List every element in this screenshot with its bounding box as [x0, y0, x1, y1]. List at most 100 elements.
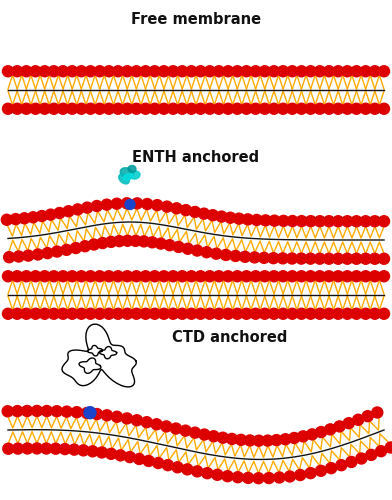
Circle shape	[326, 462, 337, 473]
Circle shape	[167, 308, 179, 320]
Circle shape	[84, 406, 96, 418]
Circle shape	[67, 66, 78, 76]
Circle shape	[23, 250, 34, 261]
Circle shape	[12, 308, 23, 320]
Circle shape	[213, 308, 225, 320]
Circle shape	[314, 66, 325, 76]
Circle shape	[182, 464, 193, 475]
Circle shape	[259, 66, 270, 76]
Circle shape	[213, 66, 225, 76]
Circle shape	[314, 271, 325, 282]
Circle shape	[222, 470, 233, 482]
Circle shape	[277, 253, 288, 264]
Circle shape	[3, 443, 14, 454]
Circle shape	[195, 104, 206, 115]
Circle shape	[278, 216, 289, 226]
Circle shape	[213, 271, 225, 282]
Circle shape	[134, 454, 145, 464]
Circle shape	[91, 408, 102, 420]
Circle shape	[102, 410, 113, 421]
Circle shape	[323, 271, 334, 282]
Circle shape	[61, 244, 72, 256]
Circle shape	[167, 271, 179, 282]
Circle shape	[151, 419, 162, 430]
Circle shape	[360, 253, 371, 264]
Circle shape	[21, 66, 32, 76]
Circle shape	[376, 446, 387, 456]
Circle shape	[30, 271, 41, 282]
Circle shape	[271, 434, 282, 446]
Circle shape	[172, 462, 183, 473]
Circle shape	[96, 447, 107, 458]
Circle shape	[113, 308, 123, 320]
Circle shape	[379, 66, 390, 76]
Circle shape	[314, 104, 325, 115]
Circle shape	[76, 104, 87, 115]
Circle shape	[85, 308, 96, 320]
Circle shape	[78, 445, 89, 456]
Circle shape	[103, 104, 114, 115]
Circle shape	[296, 104, 307, 115]
Circle shape	[67, 308, 78, 320]
Circle shape	[269, 104, 279, 115]
Circle shape	[351, 308, 362, 320]
Circle shape	[298, 431, 309, 442]
Circle shape	[333, 253, 344, 264]
Circle shape	[232, 66, 243, 76]
Circle shape	[296, 66, 307, 76]
Circle shape	[94, 66, 105, 76]
Circle shape	[323, 66, 334, 76]
Circle shape	[259, 271, 270, 282]
Circle shape	[360, 104, 371, 115]
Circle shape	[177, 308, 188, 320]
Circle shape	[333, 66, 344, 76]
Circle shape	[61, 406, 72, 417]
Circle shape	[296, 216, 307, 226]
Circle shape	[208, 430, 219, 442]
Circle shape	[158, 271, 169, 282]
Circle shape	[259, 252, 270, 264]
Circle shape	[369, 216, 380, 226]
Circle shape	[232, 308, 243, 320]
Circle shape	[82, 202, 93, 213]
Circle shape	[379, 308, 390, 320]
Circle shape	[71, 406, 82, 418]
Circle shape	[39, 104, 50, 115]
Circle shape	[195, 308, 206, 320]
Circle shape	[2, 271, 13, 282]
Circle shape	[87, 446, 98, 457]
Circle shape	[241, 104, 252, 115]
Circle shape	[342, 216, 353, 226]
Circle shape	[58, 66, 69, 76]
Circle shape	[131, 308, 142, 320]
Circle shape	[2, 104, 13, 115]
Circle shape	[36, 210, 47, 222]
Circle shape	[76, 66, 87, 76]
Circle shape	[54, 208, 65, 218]
Circle shape	[223, 66, 234, 76]
Circle shape	[360, 271, 371, 282]
Circle shape	[22, 443, 33, 454]
Circle shape	[202, 468, 213, 478]
Circle shape	[316, 466, 327, 476]
Circle shape	[186, 308, 197, 320]
Circle shape	[259, 308, 270, 320]
Circle shape	[152, 200, 163, 210]
Circle shape	[140, 104, 151, 115]
Circle shape	[305, 468, 316, 478]
Circle shape	[67, 271, 78, 282]
Circle shape	[164, 240, 175, 250]
Circle shape	[192, 245, 203, 256]
Ellipse shape	[128, 166, 136, 172]
Circle shape	[296, 253, 307, 264]
Circle shape	[63, 206, 74, 216]
Circle shape	[80, 240, 91, 252]
Circle shape	[103, 271, 114, 282]
Text: ENTH anchored: ENTH anchored	[132, 150, 260, 165]
Circle shape	[114, 236, 125, 246]
Circle shape	[124, 452, 135, 462]
Circle shape	[325, 424, 336, 435]
Circle shape	[356, 453, 367, 464]
Circle shape	[12, 66, 23, 76]
Circle shape	[195, 66, 206, 76]
